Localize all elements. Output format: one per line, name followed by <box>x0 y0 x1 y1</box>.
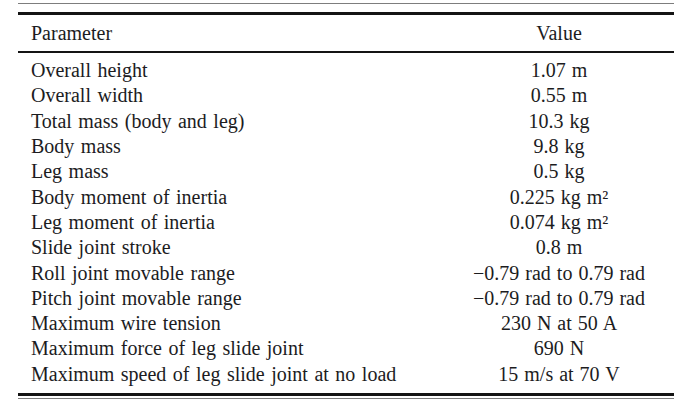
value-cell: 15 m/s at 70 V <box>444 363 674 386</box>
table-row: Maximum force of leg slide joint 690 N <box>18 336 674 361</box>
column-header-parameter: Parameter <box>18 22 444 45</box>
table-row: Overall width 0.55 m <box>18 83 674 108</box>
parameter-cell: Maximum force of leg slide joint <box>18 337 444 360</box>
table-row: Body mass 9.8 kg <box>18 134 674 159</box>
table-header-row: Parameter Value <box>18 15 674 51</box>
value-cell: 230 N at 50 A <box>444 312 674 335</box>
value-cell: 9.8 kg <box>444 135 674 158</box>
value-cell: 0.5 kg <box>444 160 674 183</box>
parameter-cell: Total mass (body and leg) <box>18 110 444 133</box>
table-row: Slide joint stroke 0.8 m <box>18 235 674 260</box>
parameter-cell: Body mass <box>18 135 444 158</box>
table-row: Overall height 1.07 m <box>18 58 674 83</box>
table-row: Leg moment of inertia 0.074 kg m² <box>18 210 674 235</box>
parameter-cell: Pitch joint movable range <box>18 287 444 310</box>
parameter-cell: Slide joint stroke <box>18 236 444 259</box>
parameter-cell: Leg moment of inertia <box>18 211 444 234</box>
value-cell: −0.79 rad to 0.79 rad <box>444 287 674 310</box>
parameters-table: Parameter Value Overall height 1.07 m Ov… <box>18 3 674 399</box>
table-row: Body moment of inertia 0.225 kg m² <box>18 184 674 209</box>
value-cell: 0.8 m <box>444 236 674 259</box>
table-row: Maximum speed of leg slide joint at no l… <box>18 362 674 387</box>
table-body: Overall height 1.07 m Overall width 0.55… <box>18 53 674 393</box>
value-cell: 0.074 kg m² <box>444 211 674 234</box>
value-cell: 1.07 m <box>444 59 674 82</box>
bottom-rule-thin <box>18 398 674 399</box>
column-header-value: Value <box>444 22 674 45</box>
value-cell: 0.55 m <box>444 84 674 107</box>
parameter-cell: Overall width <box>18 84 444 107</box>
parameter-cell: Maximum wire tension <box>18 312 444 335</box>
parameter-cell: Overall height <box>18 59 444 82</box>
table-row: Roll joint movable range −0.79 rad to 0.… <box>18 260 674 285</box>
table-row: Leg mass 0.5 kg <box>18 159 674 184</box>
table-row: Pitch joint movable range −0.79 rad to 0… <box>18 286 674 311</box>
value-cell: 10.3 kg <box>444 110 674 133</box>
parameter-cell: Maximum speed of leg slide joint at no l… <box>18 363 444 386</box>
table-row: Total mass (body and leg) 10.3 kg <box>18 109 674 134</box>
value-cell: −0.79 rad to 0.79 rad <box>444 262 674 285</box>
table-row: Maximum wire tension 230 N at 50 A <box>18 311 674 336</box>
parameter-cell: Roll joint movable range <box>18 262 444 285</box>
value-cell: 0.225 kg m² <box>444 186 674 209</box>
top-rule-gap <box>18 4 674 12</box>
parameter-cell: Leg mass <box>18 160 444 183</box>
value-cell: 690 N <box>444 337 674 360</box>
parameter-cell: Body moment of inertia <box>18 186 444 209</box>
